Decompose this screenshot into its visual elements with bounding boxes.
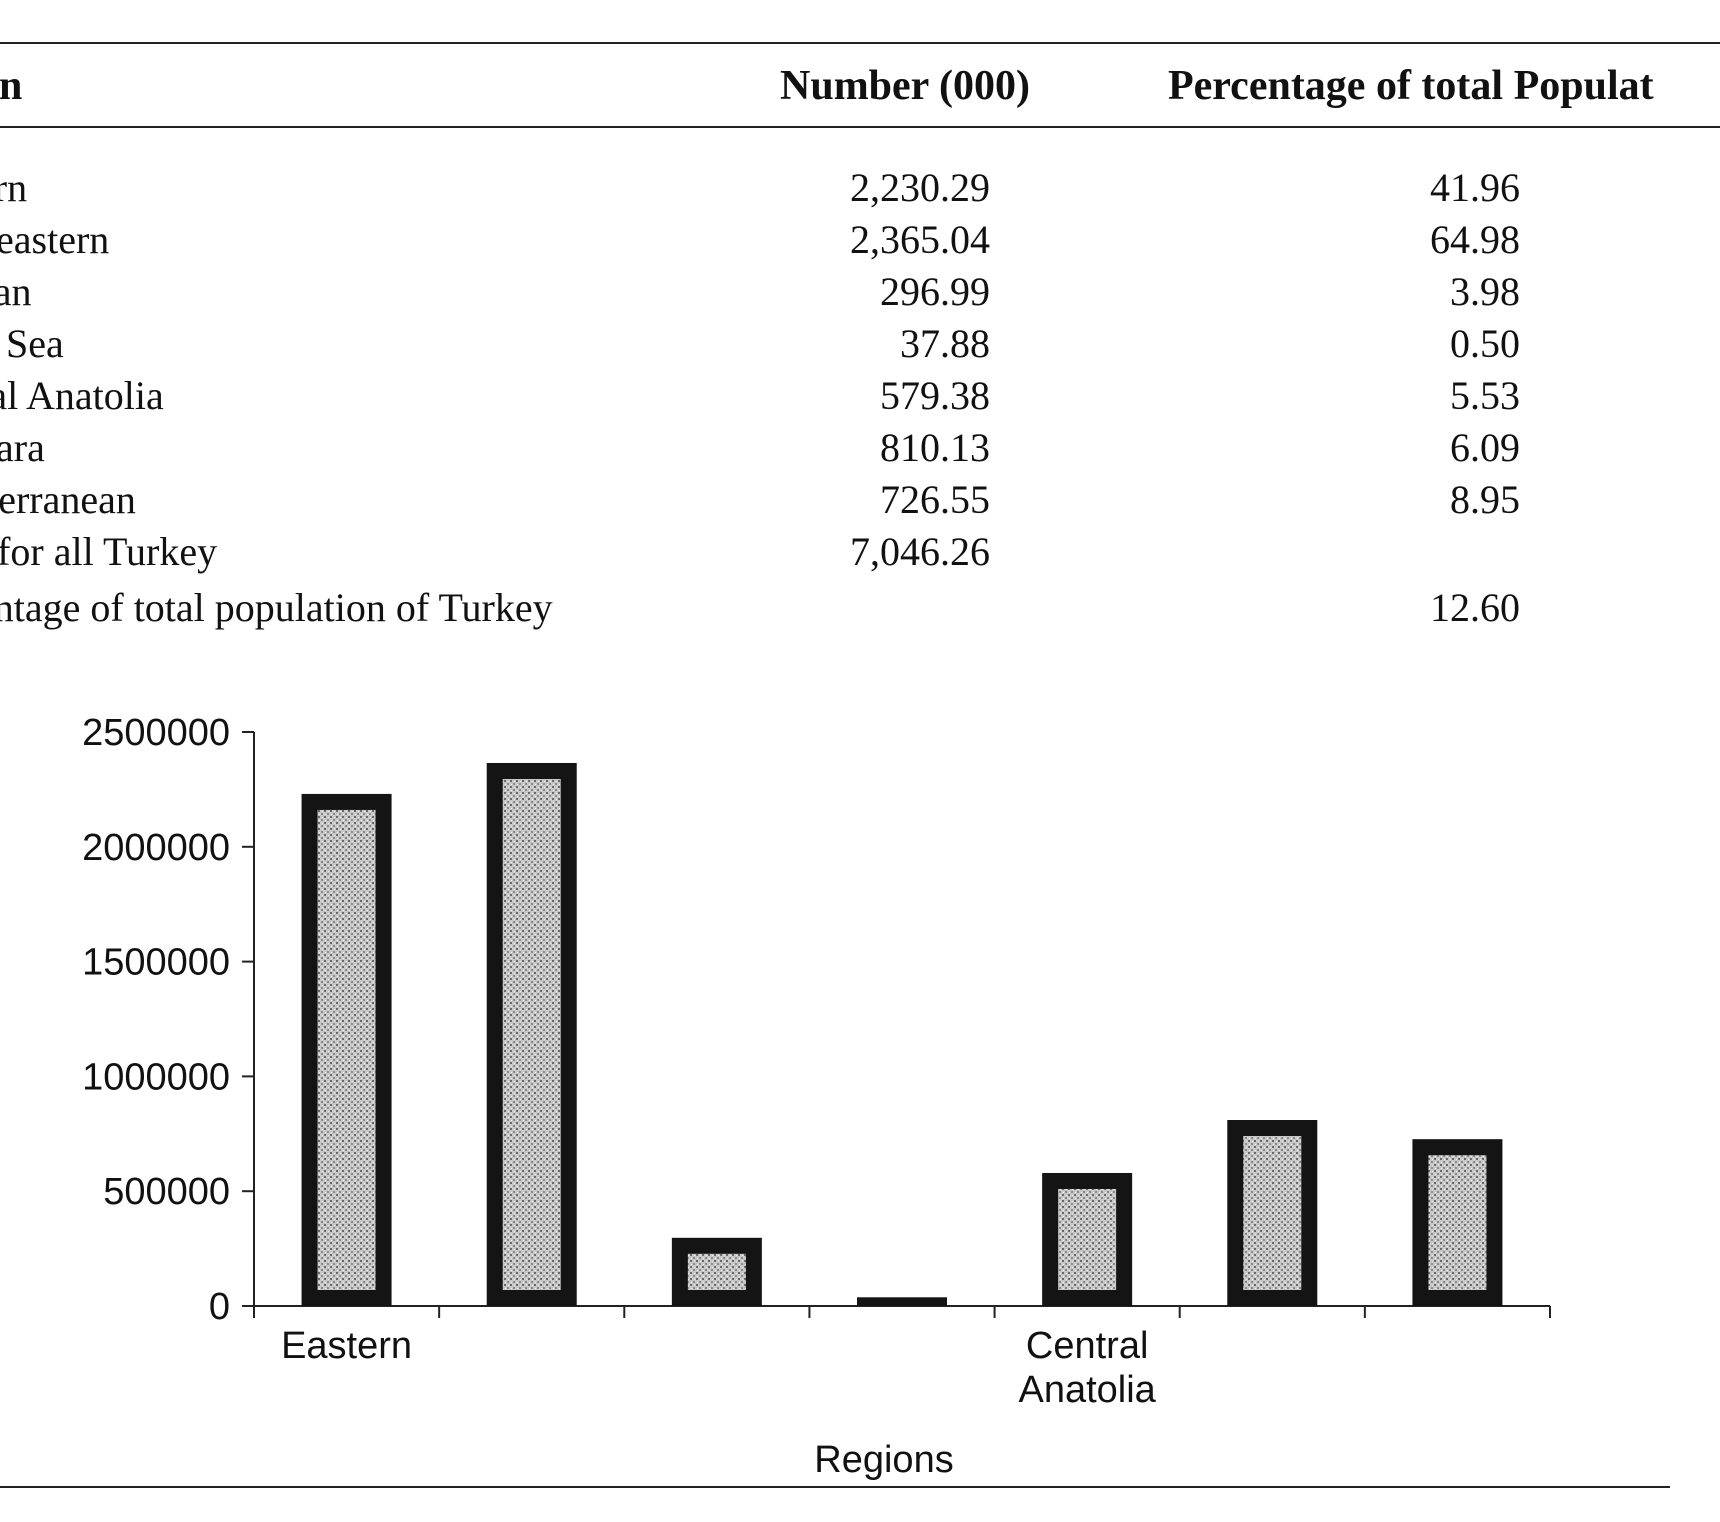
row-region: ean (0, 269, 32, 314)
y-tick-label: 1000000 (82, 1056, 230, 1098)
row-percentage: 3.98 (1450, 269, 1520, 314)
row-percentage: 6.09 (1450, 425, 1520, 470)
header-number: Number (000) (780, 63, 1031, 109)
bar (1227, 1119, 1318, 1306)
row-region: heastern (0, 217, 110, 262)
table-top-rule (0, 42, 1720, 44)
row-number: 2,365.04 (850, 217, 990, 262)
bar-chart: 0 500000 1000000 1500000 2000000 2500000 East… (82, 712, 1551, 1480)
y-tick-label: 2000000 (82, 827, 230, 869)
row-number: 810.13 (880, 425, 990, 470)
row-percentage: 64.98 (1430, 217, 1520, 262)
bar (671, 1237, 762, 1306)
row-region: k Sea (0, 321, 64, 366)
bar-fill (687, 1253, 746, 1290)
row-region: ral Anatolia (0, 373, 164, 418)
row-percentage: 12.60 (1430, 585, 1520, 630)
table-header-rule (0, 126, 1720, 128)
row-percentage: 0.50 (1450, 321, 1520, 366)
header-region: on (0, 63, 23, 109)
y-tick-label: 2500000 (82, 712, 230, 754)
bar-fill (1058, 1188, 1117, 1290)
row-number: 2,230.29 (850, 165, 990, 210)
y-tick-label: 0 (209, 1286, 230, 1328)
bar-fill (1428, 1155, 1487, 1290)
bar (857, 1297, 947, 1306)
bar (1042, 1172, 1133, 1306)
row-region: ern (0, 165, 28, 210)
y-tick-label: 500000 (103, 1171, 230, 1213)
row-percentage: 8.95 (1450, 477, 1520, 522)
table-row: iterranean 726.55 8.95 (0, 476, 1720, 528)
header-percentage: Percentage of total Populat (1168, 63, 1654, 109)
table-row: k Sea 37.88 0.50 (0, 320, 1720, 372)
bars (301, 762, 1503, 1306)
row-number: 296.99 (880, 269, 990, 314)
bar-frame (857, 1297, 947, 1306)
bar (1412, 1139, 1503, 1306)
row-number: 37.88 (900, 321, 990, 366)
table-bottom-rule (0, 1486, 1670, 1488)
table-row: entage of total population of Turkey 12.… (0, 584, 1720, 636)
x-axis-title: Regions (814, 1439, 953, 1480)
bar (301, 793, 392, 1306)
row-region: l for all Turkey (0, 529, 218, 574)
row-region: nara (0, 425, 45, 470)
bar-fill (317, 809, 376, 1290)
table-row: ean 296.99 3.98 (0, 268, 1720, 320)
row-number: 579.38 (880, 373, 990, 418)
row-percentage: 5.53 (1450, 373, 1520, 418)
x-tick-label: Eastern (281, 1325, 412, 1367)
table-row: heastern 2,365.04 64.98 (0, 216, 1720, 268)
x-tick-labels: Eastern Central Anatolia (281, 1325, 1157, 1411)
row-number: 726.55 (880, 477, 990, 522)
bar-fill (502, 778, 561, 1290)
y-tick-label: 1500000 (82, 942, 230, 984)
y-axis: 0 500000 1000000 1500000 2000000 2500000 (82, 712, 255, 1328)
row-number: 7,046.26 (850, 529, 990, 574)
table-row: l for all Turkey 7,046.26 (0, 528, 1720, 580)
x-tick-label: Central Anatolia (1018, 1325, 1156, 1411)
x-axis (253, 1305, 1551, 1318)
bar (486, 762, 577, 1306)
table-row: nara 810.13 6.09 (0, 424, 1720, 476)
row-percentage: 41.96 (1430, 165, 1520, 210)
row-region: entage of total population of Turkey (0, 585, 553, 630)
table-row: ral Anatolia 579.38 5.53 (0, 372, 1720, 424)
row-region: iterranean (0, 477, 136, 522)
table-row: ern 2,230.29 41.96 (0, 164, 1720, 216)
bar-fill (1243, 1135, 1302, 1290)
